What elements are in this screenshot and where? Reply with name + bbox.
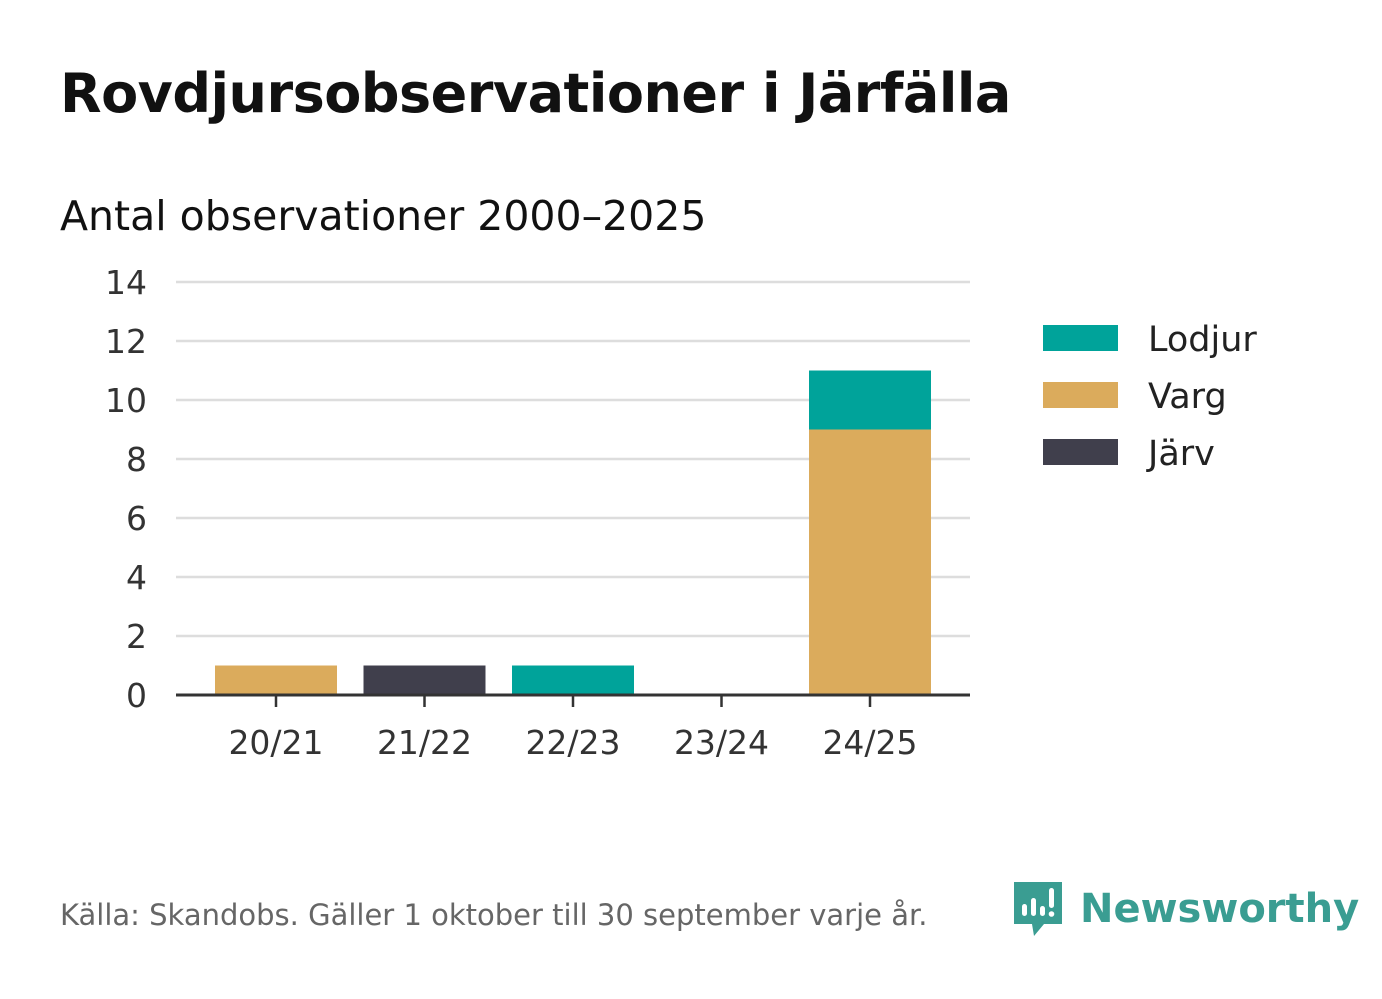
- y-tick-label: 0: [126, 676, 147, 715]
- y-tick-label: 14: [105, 263, 147, 302]
- newsworthy-logo-icon: [1014, 882, 1062, 936]
- legend-label-lodjur: Lodjur: [1148, 320, 1257, 360]
- bar-järv-21-22: [363, 665, 486, 695]
- y-tick-label: 4: [126, 558, 147, 597]
- x-tick-label: 24/25: [822, 723, 917, 762]
- axes: 0 2 4 6 8 10 12 14 20/21 21/22 22/23 23/24 24/25: [105, 263, 970, 762]
- y-tick-label: 12: [105, 322, 147, 361]
- legend-swatch-varg: [1043, 382, 1118, 408]
- legend-swatch-järv: [1043, 439, 1118, 465]
- legend-swatch-lodjur: [1043, 325, 1118, 351]
- legend: Lodjur Varg Järv: [1043, 320, 1257, 474]
- bars: [215, 370, 931, 695]
- bar-lodjur-24-25: [809, 370, 931, 430]
- legend-label-varg: Varg: [1148, 377, 1227, 417]
- x-tick-label: 23/24: [674, 723, 769, 762]
- legend-label-järv: Järv: [1146, 434, 1215, 474]
- y-tick-label: 6: [126, 499, 147, 538]
- y-tick-label: 8: [126, 440, 147, 479]
- chart-subtitle: Antal observationer 2000–2025: [60, 192, 707, 240]
- x-tick-label: 21/22: [377, 723, 472, 762]
- y-tick-label: 2: [126, 617, 147, 656]
- y-tick-label: 10: [105, 381, 147, 420]
- bar-varg-20-21: [215, 665, 337, 695]
- x-tick-label: 22/23: [525, 723, 620, 762]
- brand-name: Newsworthy: [1080, 886, 1360, 932]
- bar-lodjur-22-23: [512, 665, 634, 695]
- source-note: Källa: Skandobs. Gäller 1 oktober till 3…: [60, 898, 928, 932]
- brand-logo: Newsworthy: [1010, 878, 1359, 940]
- chart-title: Rovdjursobservationer i Järfälla: [60, 62, 1011, 125]
- x-tick-label: 20/21: [228, 723, 323, 762]
- bar-varg-24-25: [809, 429, 931, 695]
